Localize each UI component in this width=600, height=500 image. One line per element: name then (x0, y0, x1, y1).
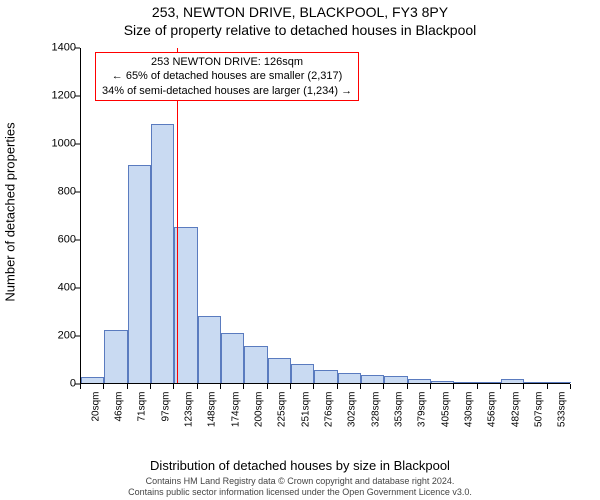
histogram-bar (151, 124, 174, 383)
x-tick-mark (220, 384, 221, 389)
y-tick-label: 200 (48, 331, 76, 342)
x-tick-mark (150, 384, 151, 389)
y-tick-label: 600 (48, 235, 76, 246)
footer-line-1: Contains HM Land Registry data © Crown c… (0, 476, 600, 487)
y-tick-label: 1000 (48, 139, 76, 150)
annotation-box: 253 NEWTON DRIVE: 126sqm← 65% of detache… (95, 52, 359, 101)
x-tick-mark (547, 384, 548, 389)
x-tick-label: 533sqm (557, 392, 568, 428)
x-tick-mark (523, 384, 524, 389)
histogram-bar (431, 381, 454, 383)
x-tick-mark (360, 384, 361, 389)
x-tick-label: 174sqm (230, 392, 241, 428)
y-tick-mark (75, 96, 80, 97)
x-tick-label: 251sqm (300, 392, 311, 428)
x-tick-mark (290, 384, 291, 389)
histogram-bar (361, 375, 384, 383)
y-tick-mark (75, 192, 80, 193)
y-tick-label: 800 (48, 187, 76, 198)
chart-container: 253, NEWTON DRIVE, BLACKPOOL, FY3 8PY Si… (0, 0, 600, 500)
x-tick-label: 71sqm (137, 392, 148, 428)
y-tick-label: 1200 (48, 91, 76, 102)
page-subtitle: Size of property relative to detached ho… (0, 22, 600, 40)
x-tick-label: 430sqm (464, 392, 475, 428)
y-tick-mark (75, 336, 80, 337)
histogram-bar (244, 346, 267, 383)
x-tick-label: 302sqm (347, 392, 358, 428)
histogram-bar (524, 382, 547, 383)
annotation-line: 253 NEWTON DRIVE: 126sqm (102, 55, 352, 69)
histogram-bar (221, 333, 244, 383)
x-tick-mark (127, 384, 128, 389)
histogram-bar (454, 382, 477, 383)
x-tick-mark (197, 384, 198, 389)
x-tick-label: 20sqm (90, 392, 101, 428)
x-tick-label: 507sqm (534, 392, 545, 428)
x-tick-label: 456sqm (487, 392, 498, 428)
x-tick-mark (173, 384, 174, 389)
footer-line-2: Contains public sector information licen… (0, 487, 600, 498)
x-axis-label: Distribution of detached houses by size … (0, 458, 600, 473)
y-tick-mark (75, 240, 80, 241)
x-tick-mark (267, 384, 268, 389)
x-tick-mark (407, 384, 408, 389)
x-tick-mark (337, 384, 338, 389)
x-tick-mark (313, 384, 314, 389)
x-tick-label: 46sqm (114, 392, 125, 428)
histogram-bar (548, 382, 571, 383)
histogram-bar (104, 330, 127, 383)
histogram-bar (338, 373, 361, 383)
x-tick-label: 148sqm (207, 392, 218, 428)
x-tick-label: 379sqm (417, 392, 428, 428)
histogram-bar (291, 364, 314, 383)
y-tick-mark (75, 144, 80, 145)
x-tick-label: 225sqm (277, 392, 288, 428)
annotation-line: 34% of semi-detached houses are larger (… (102, 84, 352, 98)
x-tick-mark (80, 384, 81, 389)
y-tick-label: 1400 (48, 43, 76, 54)
histogram-bar (268, 358, 291, 383)
x-tick-mark (500, 384, 501, 389)
x-tick-label: 123sqm (184, 392, 195, 428)
x-tick-mark (383, 384, 384, 389)
annotation-line: ← 65% of detached houses are smaller (2,… (102, 69, 352, 83)
page-title: 253, NEWTON DRIVE, BLACKPOOL, FY3 8PY (0, 0, 600, 22)
x-tick-label: 97sqm (160, 392, 171, 428)
histogram-bar (478, 382, 501, 383)
histogram-bar (384, 376, 407, 383)
y-tick-label: 0 (48, 379, 76, 390)
histogram-bar (128, 165, 151, 383)
x-tick-mark (477, 384, 478, 389)
x-tick-mark (570, 384, 571, 389)
y-tick-label: 400 (48, 283, 76, 294)
x-tick-label: 353sqm (394, 392, 405, 428)
x-tick-mark (103, 384, 104, 389)
x-tick-label: 482sqm (510, 392, 521, 428)
footer-attribution: Contains HM Land Registry data © Crown c… (0, 476, 600, 499)
y-tick-mark (75, 288, 80, 289)
histogram-bar (198, 316, 221, 383)
x-tick-label: 200sqm (254, 392, 265, 428)
y-axis-label: Number of detached properties (3, 122, 18, 301)
histogram-bar (408, 379, 431, 383)
x-tick-label: 405sqm (440, 392, 451, 428)
x-tick-mark (453, 384, 454, 389)
y-tick-mark (75, 48, 80, 49)
histogram-bar (81, 377, 104, 383)
histogram-bar (501, 379, 524, 383)
x-tick-mark (430, 384, 431, 389)
x-tick-label: 276sqm (324, 392, 335, 428)
x-tick-mark (243, 384, 244, 389)
histogram-bar (314, 370, 337, 383)
x-tick-label: 328sqm (370, 392, 381, 428)
